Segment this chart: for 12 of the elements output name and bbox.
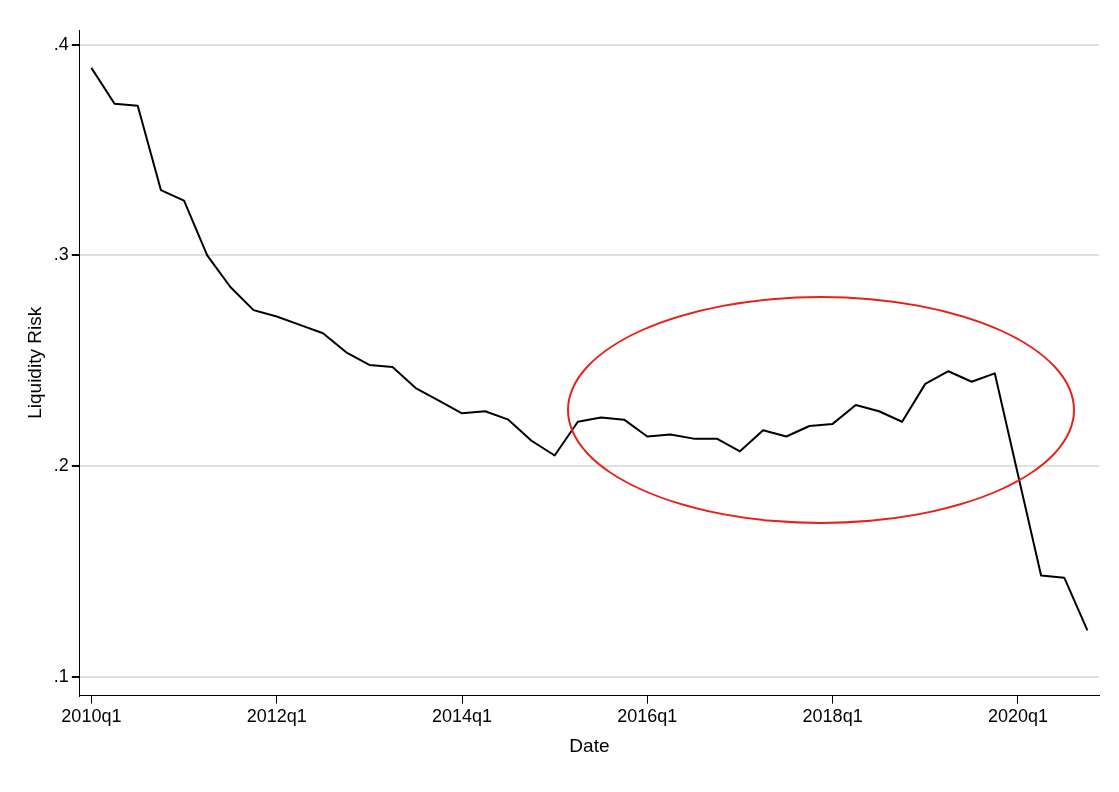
y-axis-title: Liquidity Risk: [23, 306, 45, 419]
y-tick-label: .4: [53, 33, 69, 54]
y-tick-label: .3: [53, 244, 69, 265]
x-tick-label: 2010q1: [61, 706, 122, 727]
x-tick-label: 2014q1: [431, 706, 493, 727]
x-axis-title: Date: [569, 734, 610, 756]
y-tick-label: .2: [53, 454, 69, 475]
x-tick-label: 2016q1: [617, 706, 678, 727]
x-tick-label: 2012q1: [246, 706, 307, 727]
x-tick-label: 2018q1: [802, 706, 863, 727]
x-tick-label: 2020q1: [987, 706, 1048, 727]
y-tick-label: .1: [53, 665, 69, 686]
